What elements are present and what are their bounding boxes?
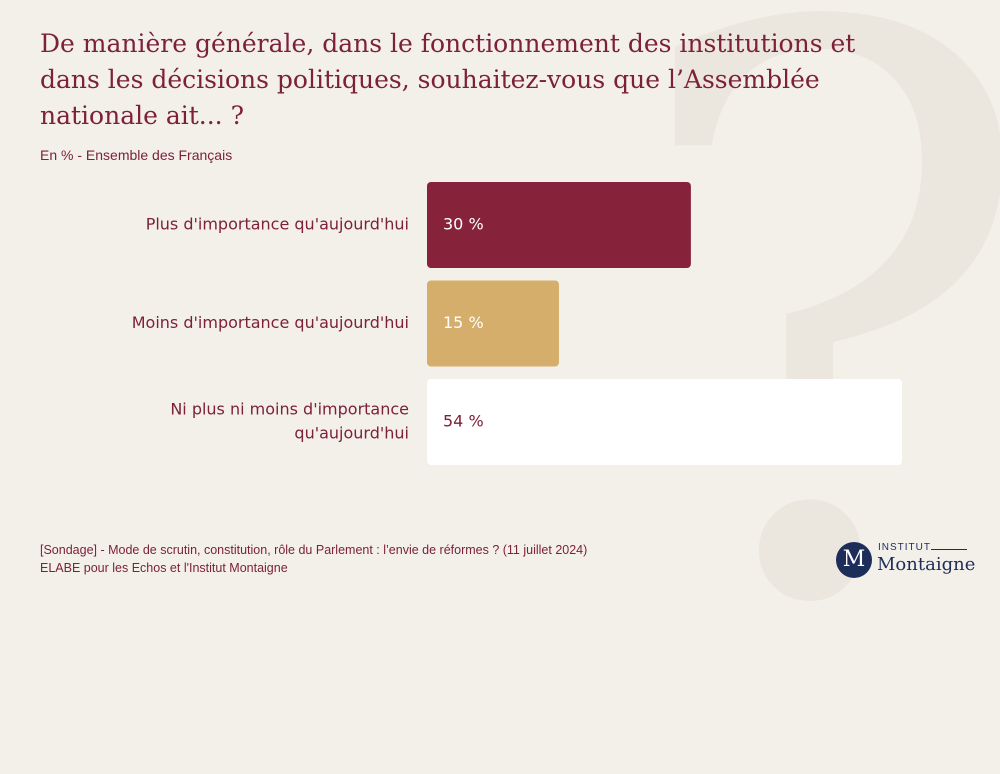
bar-3 <box>427 379 902 465</box>
category-label-1: Plus d'importance qu'aujourd'hui <box>146 215 409 234</box>
logo-divider <box>931 549 967 550</box>
bar-chart: 30 % Plus d'importance qu'aujourd'hui 15 %… <box>132 182 902 465</box>
source-line-2: ELABE pour les Echos et l'Institut Monta… <box>40 561 288 575</box>
chart-title: De manière générale, dans le fonctionnem… <box>40 29 856 130</box>
bar-1 <box>427 182 691 268</box>
bar-2 <box>427 280 559 367</box>
chart-subtitle: En % - Ensemble des Français <box>40 147 233 163</box>
source-line-1: [Sondage] - Mode de scrutin, constitutio… <box>40 543 588 557</box>
logo-name: Montaigne <box>877 554 976 575</box>
logo-mark: M <box>836 542 872 578</box>
institut-montaigne-logo: M INSTITUT Montaigne <box>836 540 976 580</box>
logo-top-text: INSTITUT <box>878 542 931 553</box>
background-question-mark: ? <box>622 0 1000 710</box>
source-note: [Sondage] - Mode de scrutin, constitutio… <box>40 541 587 577</box>
category-label-3-line-1: Ni plus ni moins d'importance <box>170 400 409 419</box>
category-label-3-line-2: qu'aujourd'hui <box>294 424 409 443</box>
value-label-3: 54 % <box>443 412 484 431</box>
value-label-2: 15 % <box>443 313 484 332</box>
value-label-1: 30 % <box>443 215 484 234</box>
category-label-2: Moins d'importance qu'aujourd'hui <box>132 313 409 332</box>
